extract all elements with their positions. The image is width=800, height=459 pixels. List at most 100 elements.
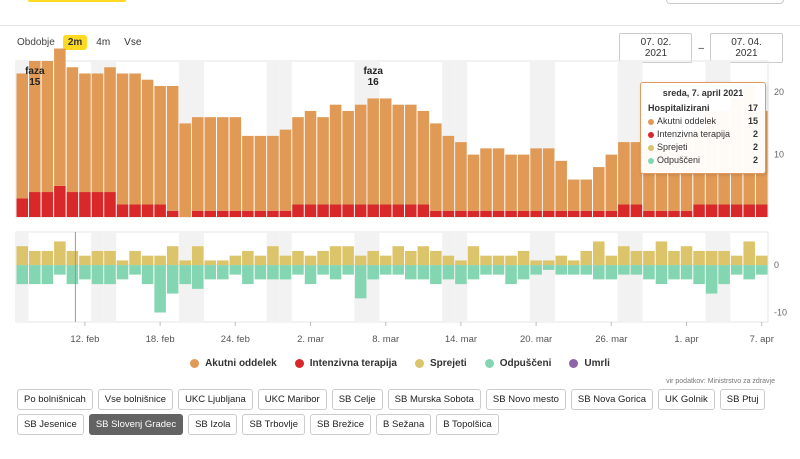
- legend-dot-intenzivna: [294, 359, 304, 368]
- bar-intenzivna: [505, 210, 517, 217]
- bar-sprejeti: [580, 250, 593, 266]
- bar-odpusceni: [254, 265, 267, 280]
- filter-button-ukc-maribor[interactable]: UKC Maribor: [257, 389, 327, 410]
- legend-dot-odpusceni: [484, 359, 494, 368]
- period-selector: Obdobje 2m 4m Vse: [17, 35, 146, 50]
- legend-label-odpusceni: Odpuščeni: [499, 358, 552, 369]
- bar-akutni: [166, 85, 179, 211]
- bar-akutni: [379, 98, 392, 205]
- bar-sprejeti: [154, 255, 166, 266]
- bar-akutni: [417, 110, 430, 205]
- bar-akutni: [442, 135, 455, 211]
- filter-button-sb-brezice[interactable]: SB Brežice: [310, 414, 372, 435]
- bar-sprejeti: [430, 250, 442, 266]
- x-tick-label: 8. mar: [372, 334, 399, 345]
- bar-akutni: [29, 61, 41, 193]
- bar-akutni: [354, 104, 367, 205]
- bar-intenzivna: [618, 204, 630, 217]
- filter-button-vse-bolnisnice[interactable]: Vse bolnišnice: [97, 389, 174, 410]
- bar-sprejeti: [54, 241, 66, 266]
- filter-button-po-bolnisnicah[interactable]: Po bolnišnicah: [17, 389, 93, 410]
- active-tab-indicator[interactable]: [28, 0, 126, 2]
- bar-akutni: [618, 142, 630, 205]
- legend-item-akutni[interactable]: Akutni oddelek: [190, 358, 277, 369]
- filter-button-sb-ptuj[interactable]: SB Ptuj: [719, 389, 766, 410]
- bar-akutni: [154, 85, 166, 205]
- bar-sprejeti: [41, 250, 54, 266]
- bar-akutni: [392, 104, 405, 205]
- bar-akutni: [492, 148, 505, 211]
- bar-intenzivna: [79, 192, 91, 217]
- tooltip-label-odpusceni: Odpuščeni: [657, 155, 701, 165]
- legend-item-sprejeti[interactable]: Sprejeti: [415, 358, 467, 369]
- bar-sprejeti: [242, 250, 254, 266]
- bar-odpusceni: [217, 265, 229, 280]
- bar-sprejeti: [217, 260, 229, 266]
- bar-sprejeti: [718, 250, 730, 266]
- date-from-input[interactable]: 07. 02. 2021: [619, 33, 693, 63]
- period-option-4m[interactable]: 4m: [96, 37, 111, 48]
- bar-odpusceni: [104, 265, 116, 285]
- bar-intenzivna: [254, 210, 267, 217]
- filter-button-sb-jesenice[interactable]: SB Jesenice: [17, 414, 84, 435]
- bar-intenzivna: [91, 192, 104, 217]
- bar-sprejeti: [492, 255, 505, 266]
- y-tick-label-top: 20: [774, 87, 784, 97]
- tooltip-label-akutni: Akutni oddelek: [657, 116, 717, 126]
- bar-intenzivna: [655, 210, 668, 217]
- bar-odpusceni: [204, 265, 217, 280]
- date-to-input[interactable]: 07. 04. 2021: [710, 33, 783, 63]
- bar-sprejeti: [643, 250, 655, 266]
- bar-akutni: [141, 79, 154, 205]
- bar-sprejeti: [517, 250, 530, 266]
- bar-odpusceni: [304, 265, 317, 285]
- bar-intenzivna: [16, 198, 29, 217]
- tooltip-label-sprejeti: Sprejeti: [657, 142, 688, 152]
- bar-akutni: [668, 142, 680, 211]
- y-tick-label-top: 10: [774, 150, 784, 160]
- legend-item-umrli[interactable]: Umrli: [569, 358, 610, 369]
- bar-sprejeti: [605, 255, 618, 266]
- bar-akutni: [329, 104, 342, 205]
- filter-button-sb-novo-mesto[interactable]: SB Novo mesto: [485, 389, 566, 410]
- bar-odpusceni: [16, 265, 29, 285]
- bar-odpusceni: [542, 265, 555, 270]
- bar-akutni: [655, 148, 668, 211]
- filter-button-sb-murska-sobota[interactable]: SB Murska Sobota: [387, 389, 481, 410]
- bar-akutni: [104, 67, 116, 193]
- bar-odpusceni: [405, 265, 417, 280]
- filter-button-sb-slovenj-gradec[interactable]: SB Slovenj Gradec: [88, 414, 184, 435]
- bar-akutni: [455, 142, 467, 211]
- bar-akutni: [54, 48, 66, 186]
- bar-sprejeti: [141, 255, 154, 266]
- filter-button-sb-celje[interactable]: SB Celje: [331, 389, 383, 410]
- legend-item-odpusceni[interactable]: Odpuščeni: [484, 358, 552, 369]
- legend-dot-umrli: [569, 359, 579, 368]
- bar-intenzivna: [191, 210, 204, 217]
- bar-sprejeti: [367, 250, 379, 266]
- bar-intenzivna: [668, 210, 680, 217]
- legend-dot-sprejeti: [415, 359, 424, 368]
- filter-button-b-sezana[interactable]: B Sežana: [376, 414, 432, 435]
- filter-button-sb-izola[interactable]: SB Izola: [188, 414, 238, 435]
- bar-sprejeti: [655, 241, 668, 266]
- legend-item-intenzivna[interactable]: Intenzivna terapija: [294, 358, 397, 369]
- bar-akutni: [480, 148, 492, 211]
- period-option-2m[interactable]: 2m: [62, 35, 88, 50]
- date-separator: –: [698, 42, 704, 54]
- bar-odpusceni: [379, 265, 392, 275]
- filter-button-b-topolsica[interactable]: B Topolšica: [436, 414, 499, 435]
- period-option-all[interactable]: Vse: [124, 37, 142, 48]
- filter-button-uk-golnik[interactable]: UK Golnik: [658, 389, 715, 410]
- bar-intenzivna: [279, 210, 292, 217]
- x-tick-label: 20. mar: [520, 334, 552, 345]
- bar-odpusceni: [743, 265, 755, 280]
- filter-button-sb-trbovlje[interactable]: SB Trbovlje: [242, 414, 306, 435]
- bar-odpusceni: [166, 265, 179, 294]
- bar-intenzivna: [743, 204, 755, 217]
- phase-marker-number: 15: [29, 77, 41, 88]
- filter-button-sb-nova-gorica[interactable]: SB Nova Gorica: [570, 389, 654, 410]
- bar-odpusceni: [79, 265, 91, 280]
- filter-button-ukc-ljubljana[interactable]: UKC Ljubljana: [178, 389, 253, 410]
- bar-sprejeti: [680, 246, 693, 266]
